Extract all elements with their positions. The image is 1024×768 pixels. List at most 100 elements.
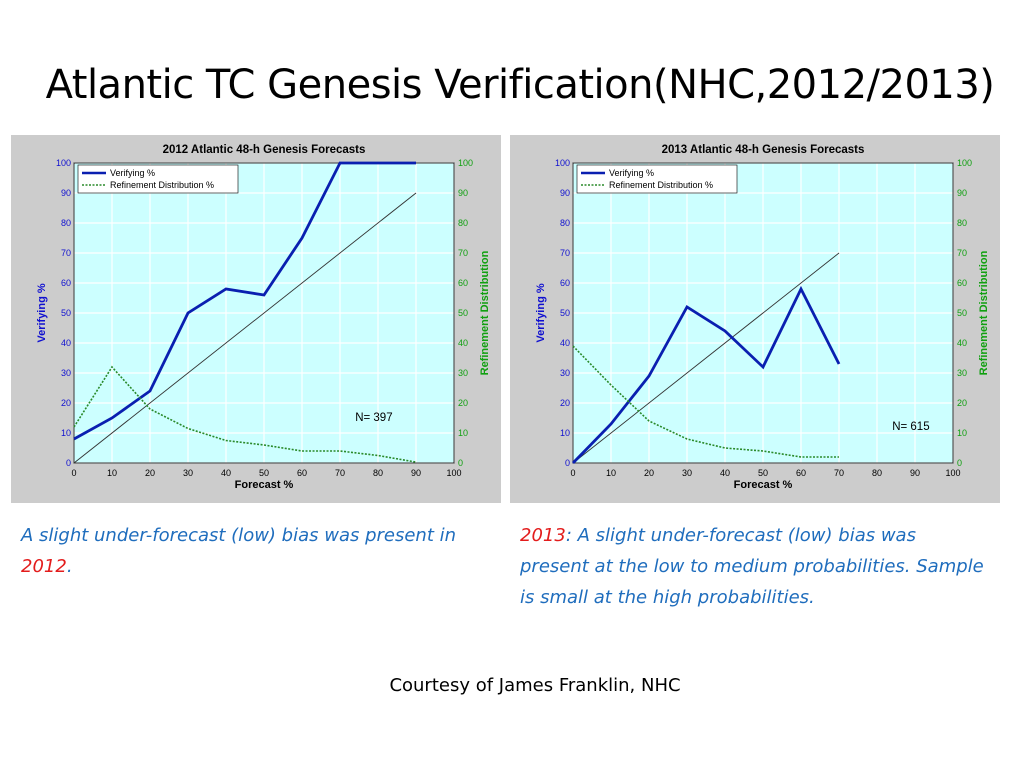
y2-tick-label: 10: [458, 428, 468, 438]
y2-tick-label: 0: [458, 458, 463, 468]
legend-label: Refinement Distribution %: [110, 180, 214, 190]
y2-tick-label: 90: [957, 188, 967, 198]
y-tick-label: 90: [61, 188, 71, 198]
y2-tick-label: 40: [458, 338, 468, 348]
x-tick-label: 100: [945, 468, 960, 478]
y2-tick-label: 20: [957, 398, 967, 408]
y-tick-label: 40: [560, 338, 570, 348]
plot-frame: [73, 162, 455, 464]
y-tick-label: 100: [555, 158, 570, 168]
y2-tick-label: 90: [458, 188, 468, 198]
series-line-verifying: [73, 161, 416, 441]
legend-label: Verifying %: [110, 168, 155, 178]
y2-tick-label: 20: [458, 398, 468, 408]
y2-tick-label: 70: [957, 248, 967, 258]
y-tick-label: 80: [560, 218, 570, 228]
legend-box: [77, 164, 239, 194]
y2-tick-label: 10: [957, 428, 967, 438]
y2-tick-label: 50: [458, 308, 468, 318]
x-tick-label: 90: [411, 468, 421, 478]
y-tick-label: 30: [61, 368, 71, 378]
slide-title: Atlantic TC Genesis Verification(NHC,201…: [45, 62, 995, 108]
reference-diagonal: [73, 192, 417, 464]
y-tick-label: 70: [560, 248, 570, 258]
x-tick-label: 60: [297, 468, 307, 478]
y-tick-label: 10: [61, 428, 71, 438]
chart-title: 2012 Atlantic 48-h Genesis Forecasts: [163, 144, 366, 156]
plot-frame: [572, 162, 954, 464]
y2-tick-label: 80: [957, 218, 967, 228]
y2-tick-label: 60: [458, 278, 468, 288]
caption-2013-text: : A slight under-forecast (low) bias was…: [520, 525, 984, 608]
x-tick-label: 70: [834, 468, 844, 478]
legend-label: Verifying %: [609, 168, 654, 178]
chart-panel-2013: 0 10 20 30 40 50 60 70 80 90 100 0 10 20 30 40 50 60 70 80 9…: [510, 135, 1000, 503]
y-axis-label: Verifying %: [535, 283, 547, 343]
chart-panel-2012: 0 10 20 30 40 50 60 70 80 90 100 0 10 20 30 40 50 60 70 80 9…: [11, 135, 501, 503]
y-tick-label: 50: [560, 308, 570, 318]
y2-tick-label: 30: [957, 368, 967, 378]
y2-tick-label: 100: [458, 158, 473, 168]
x-axis-label: Forecast %: [734, 479, 793, 491]
x-tick-label: 30: [183, 468, 193, 478]
y-tick-label: 90: [560, 188, 570, 198]
y-axis-label: Verifying %: [36, 283, 48, 343]
y-tick-label: 0: [66, 458, 71, 468]
y-tick-label: 100: [56, 158, 71, 168]
caption-2013: 2013: A slight under-forecast (low) bias…: [520, 520, 990, 613]
legend-label: Refinement Distribution %: [609, 180, 713, 190]
sample-size-annotation: N= 397: [355, 412, 392, 424]
y-tick-label: 50: [61, 308, 71, 318]
chart-2013: 0 10 20 30 40 50 60 70 80 90 100010203040506070809…: [535, 144, 990, 491]
x-tick-label: 40: [221, 468, 231, 478]
y-tick-label: 60: [560, 278, 570, 288]
legend-box: [576, 164, 738, 194]
y-tick-label: 80: [61, 218, 71, 228]
chart-title: 2013 Atlantic 48-h Genesis Forecasts: [662, 144, 865, 156]
x-tick-label: 90: [910, 468, 920, 478]
x-tick-label: 80: [373, 468, 383, 478]
y2-tick-label: 50: [957, 308, 967, 318]
x-tick-label: 10: [107, 468, 117, 478]
caption-2012-end: .: [66, 556, 73, 577]
y2-axis-label: Refinement Distribution: [978, 250, 990, 375]
y-tick-label: 0: [565, 458, 570, 468]
x-tick-label: 100: [446, 468, 461, 478]
chart-2012: 0 10 20 30 40 50 60 70 80 90 100010203040506070809…: [36, 144, 491, 491]
x-tick-label: 0: [71, 468, 76, 478]
y2-tick-label: 30: [458, 368, 468, 378]
series-line-refinement: [572, 345, 839, 458]
y2-tick-label: 0: [957, 458, 962, 468]
x-axis-label: Forecast %: [235, 479, 294, 491]
caption-2013-year: 2013: [520, 525, 566, 546]
y2-tick-label: 80: [458, 218, 468, 228]
x-tick-label: 50: [758, 468, 768, 478]
sample-size-annotation: N= 615: [892, 421, 929, 433]
y2-tick-label: 40: [957, 338, 967, 348]
x-tick-label: 60: [796, 468, 806, 478]
y2-tick-label: 100: [957, 158, 972, 168]
x-tick-label: 10: [606, 468, 616, 478]
x-tick-label: 30: [682, 468, 692, 478]
y-tick-label: 20: [61, 398, 71, 408]
x-tick-label: 50: [259, 468, 269, 478]
y-tick-label: 10: [560, 428, 570, 438]
series-line-verifying: [571, 285, 841, 464]
y2-tick-label: 60: [957, 278, 967, 288]
y-tick-label: 20: [560, 398, 570, 408]
y-tick-label: 70: [61, 248, 71, 258]
y2-axis-label: Refinement Distribution: [479, 250, 491, 375]
x-tick-label: 70: [335, 468, 345, 478]
y-tick-label: 60: [61, 278, 71, 288]
footer-credit: Courtesy of James Franklin, NHC: [389, 675, 681, 696]
series-line-refinement: [73, 365, 417, 463]
x-tick-label: 20: [145, 468, 155, 478]
y2-tick-label: 70: [458, 248, 468, 258]
caption-2012-text: A slight under-forecast (low) bias was p…: [21, 525, 457, 546]
y-tick-label: 40: [61, 338, 71, 348]
x-tick-label: 0: [570, 468, 575, 478]
reference-diagonal: [572, 252, 840, 464]
y-tick-label: 30: [560, 368, 570, 378]
x-tick-label: 20: [644, 468, 654, 478]
caption-2012-year: 2012: [21, 556, 67, 577]
